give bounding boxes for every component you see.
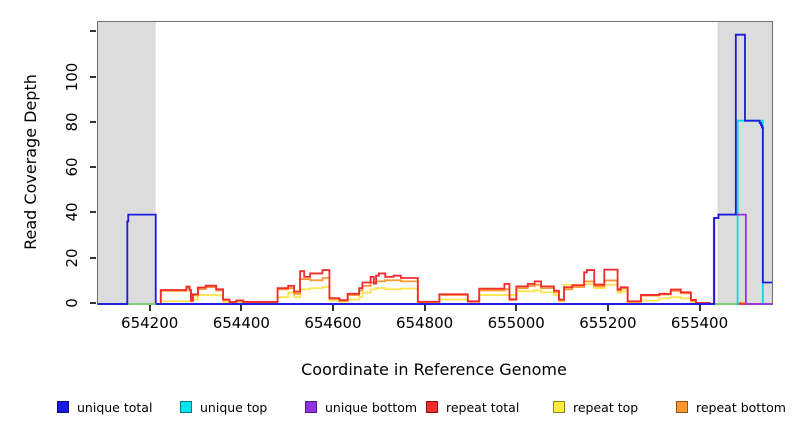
legend-item-label: repeat top xyxy=(573,399,639,415)
legend-item-unique-top: unique top xyxy=(180,399,267,415)
legend-item-label: unique top xyxy=(200,399,268,415)
y-tick xyxy=(90,166,96,169)
x-tick xyxy=(331,305,334,311)
y-tick-label: 60 xyxy=(63,157,81,177)
x-tick-label: 655400 xyxy=(670,314,729,332)
x-tick xyxy=(606,305,609,311)
legend-item-unique-bottom: unique bottom xyxy=(305,399,417,415)
x-tick-label: 654600 xyxy=(304,314,362,332)
y-axis-label: Read Coverage Depth xyxy=(21,74,40,250)
x-tick-label: 655000 xyxy=(487,314,545,332)
x-tick xyxy=(698,305,701,311)
y-tick-label: 20 xyxy=(63,248,81,268)
y-tick xyxy=(90,30,96,33)
legend-swatch-repeat-top xyxy=(553,401,565,413)
y-tick-label: 40 xyxy=(63,202,81,223)
series-unique-top-line xyxy=(98,119,772,305)
legend-item-repeat-total: repeat total xyxy=(426,399,519,415)
legend-item-label: repeat total xyxy=(446,399,520,415)
x-tick-label: 654200 xyxy=(121,314,179,332)
y-tick-label: 0 xyxy=(63,298,81,308)
plot-svg xyxy=(98,22,772,305)
legend: unique total unique top unique bottom repea… xyxy=(0,399,792,419)
y-tick xyxy=(90,75,96,78)
legend-swatch-unique-total xyxy=(57,401,69,413)
legend-item-label: repeat bottom xyxy=(696,399,786,415)
legend-swatch-repeat-bottom xyxy=(676,401,688,413)
y-tick xyxy=(90,120,96,123)
y-tick xyxy=(90,256,96,259)
y-tick-label: 80 xyxy=(63,112,81,132)
x-tick xyxy=(240,305,243,311)
legend-swatch-repeat-total xyxy=(426,401,438,413)
legend-item-repeat-top: repeat top xyxy=(553,399,638,415)
y-tick xyxy=(90,302,96,304)
series-repeat-total-line xyxy=(98,268,772,305)
series-unique-total-line xyxy=(98,33,772,305)
y-tick xyxy=(90,211,96,214)
plot-area xyxy=(97,21,773,305)
x-tick xyxy=(515,305,518,311)
legend-item-label: unique total xyxy=(77,399,153,415)
legend-item-repeat-bottom: repeat bottom xyxy=(676,399,786,415)
x-tick xyxy=(423,305,426,311)
legend-item-unique-total: unique total xyxy=(57,399,152,415)
x-tick-label: 654800 xyxy=(395,314,454,332)
y-tick-label: 100 xyxy=(63,62,81,91)
legend-swatch-unique-bottom xyxy=(305,401,317,413)
x-axis-label: Coordinate in Reference Genome xyxy=(301,360,567,379)
x-tick xyxy=(148,305,151,311)
x-tick-label: 654400 xyxy=(212,314,270,332)
x-tick-label: 655200 xyxy=(579,314,637,332)
legend-swatch-unique-top xyxy=(180,401,192,413)
legend-item-label: unique bottom xyxy=(325,399,418,415)
